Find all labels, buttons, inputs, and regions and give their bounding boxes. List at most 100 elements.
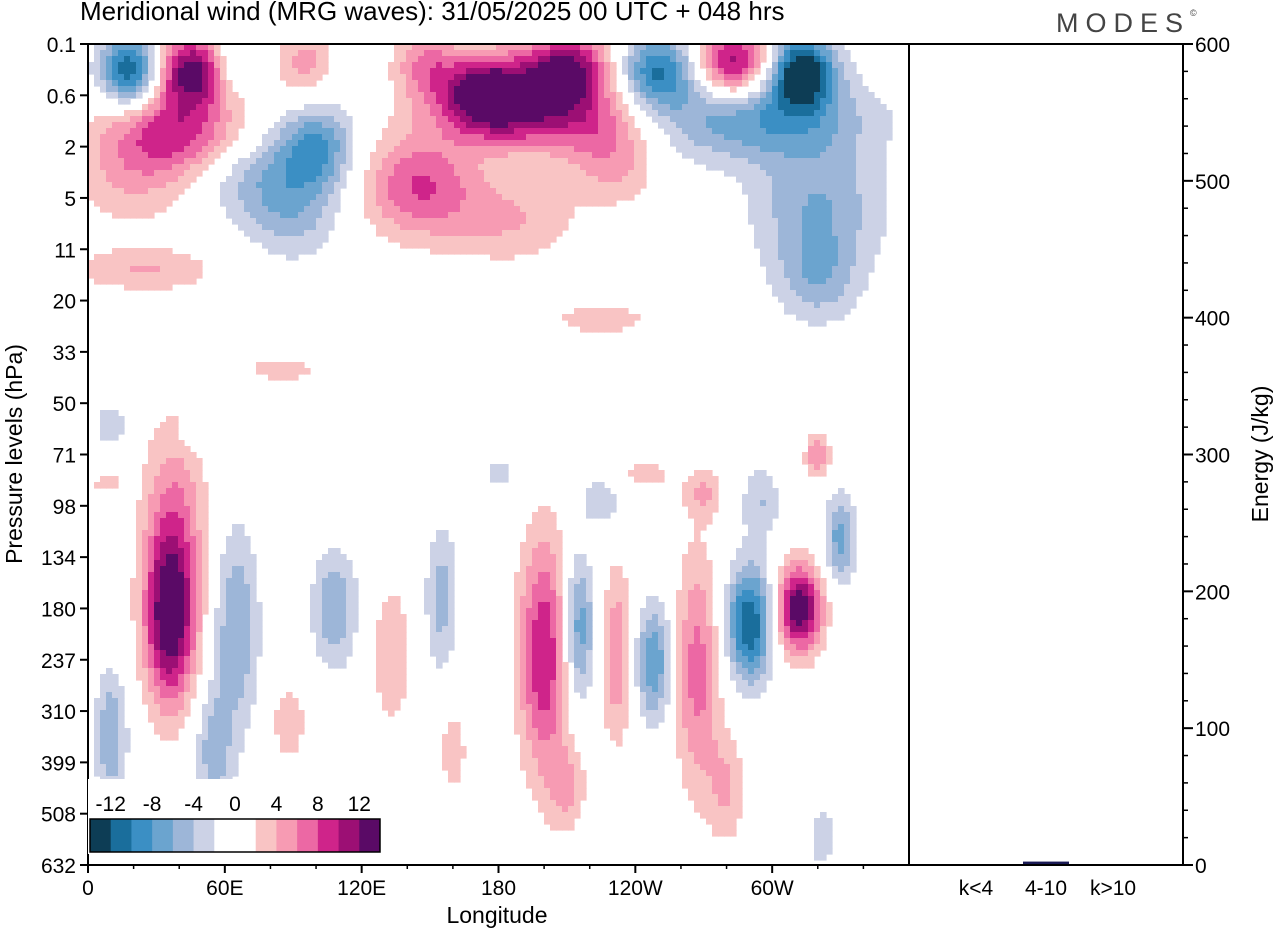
heatmap-cell xyxy=(376,230,383,237)
heatmap-cell xyxy=(268,176,275,183)
heatmap-cell xyxy=(292,74,299,81)
heatmap-cell xyxy=(202,50,209,57)
heatmap-cell xyxy=(154,272,161,279)
heatmap-cell xyxy=(148,590,155,597)
heatmap-cell xyxy=(274,224,281,231)
heatmap-cell xyxy=(802,266,809,273)
heatmap-cell xyxy=(766,134,773,141)
heatmap-cell xyxy=(130,608,137,615)
heatmap-cell xyxy=(682,62,689,69)
heatmap-cell xyxy=(256,158,263,165)
heatmap-cell xyxy=(706,146,713,153)
heatmap-cell xyxy=(436,158,443,165)
heatmap-cell xyxy=(586,566,593,573)
heatmap-cell xyxy=(418,74,425,81)
heatmap-cell xyxy=(850,68,857,75)
heatmap-cell xyxy=(730,560,737,567)
heatmap-cell xyxy=(814,470,821,477)
heatmap-cell xyxy=(586,104,593,111)
heatmap-cell xyxy=(190,512,197,519)
heatmap-cell xyxy=(604,122,611,129)
heatmap-cell xyxy=(532,530,539,537)
heatmap-cell xyxy=(148,152,155,159)
heatmap-cell xyxy=(118,422,125,429)
heatmap-cell xyxy=(202,74,209,81)
heatmap-cell xyxy=(100,422,107,429)
heatmap-cell xyxy=(760,92,767,99)
heatmap-cell xyxy=(112,62,119,69)
heatmap-cell xyxy=(166,572,173,579)
heatmap-cell xyxy=(490,182,497,189)
heatmap-cell xyxy=(748,512,755,519)
heatmap-cell xyxy=(106,86,113,93)
heatmap-cell xyxy=(778,266,785,273)
heatmap-cell xyxy=(778,572,785,579)
heatmap-cell xyxy=(550,170,557,177)
heatmap-cell xyxy=(700,512,707,519)
heatmap-cell xyxy=(448,56,455,63)
heatmap-cell xyxy=(370,194,377,201)
heatmap-cell xyxy=(346,602,353,609)
heatmap-cell xyxy=(196,50,203,57)
heatmap-cell xyxy=(418,98,425,105)
heatmap-cell xyxy=(406,176,413,183)
heatmap-cell xyxy=(730,86,737,93)
heatmap-cell xyxy=(136,128,143,135)
heatmap-cell xyxy=(832,92,839,99)
heatmap-cell xyxy=(844,230,851,237)
heatmap-cell xyxy=(322,110,329,117)
heatmap-cell xyxy=(808,80,815,87)
heatmap-cell xyxy=(460,86,467,93)
heatmap-cell xyxy=(208,128,215,135)
heatmap-cell xyxy=(334,584,341,591)
heatmap-cell xyxy=(280,158,287,165)
heatmap-cell xyxy=(238,584,245,591)
heatmap-cell xyxy=(724,116,731,123)
heatmap-cell xyxy=(478,224,485,231)
heatmap-cell xyxy=(412,74,419,81)
heatmap-cell xyxy=(616,140,623,147)
heatmap-cell xyxy=(316,590,323,597)
heatmap-cell xyxy=(250,158,257,165)
heatmap-cell xyxy=(460,230,467,237)
heatmap-cell xyxy=(526,236,533,243)
heatmap-cell xyxy=(298,188,305,195)
heatmap-cell xyxy=(178,458,185,465)
heatmap-cell xyxy=(856,224,863,231)
heatmap-cell xyxy=(712,110,719,117)
heatmap-cell xyxy=(790,272,797,279)
heatmap-cell xyxy=(814,242,821,249)
heatmap-cell xyxy=(520,176,527,183)
heatmap-cell xyxy=(844,254,851,261)
heatmap-cell xyxy=(424,74,431,81)
heatmap-cell xyxy=(520,248,527,255)
heatmap-cell xyxy=(676,122,683,129)
heatmap-cell xyxy=(880,128,887,135)
heatmap-cell xyxy=(526,62,533,69)
heatmap-cell xyxy=(502,158,509,165)
heatmap-cell xyxy=(838,74,845,81)
heatmap-cell xyxy=(784,254,791,261)
heatmap-cell xyxy=(442,140,449,147)
heatmap-cell xyxy=(232,560,239,567)
heatmap-cell xyxy=(616,320,623,327)
heatmap-cell xyxy=(784,584,791,591)
heatmap-cell xyxy=(148,158,155,165)
heatmap-cell xyxy=(232,218,239,225)
heatmap-cell xyxy=(586,326,593,333)
heatmap-cell xyxy=(148,128,155,135)
heatmap-cell xyxy=(184,446,191,453)
heatmap-cell xyxy=(862,128,869,135)
heatmap-cell xyxy=(148,110,155,117)
heatmap-cell xyxy=(700,86,707,93)
heatmap-cell xyxy=(844,248,851,255)
heatmap-cell xyxy=(850,242,857,249)
heatmap-cell xyxy=(442,62,449,69)
heatmap-cell xyxy=(142,146,149,153)
heatmap-cell xyxy=(172,260,179,267)
heatmap-cell xyxy=(622,170,629,177)
heatmap-cell xyxy=(304,116,311,123)
heatmap-cell xyxy=(802,302,809,309)
heatmap-cell xyxy=(244,554,251,561)
heatmap-cell xyxy=(154,536,161,543)
